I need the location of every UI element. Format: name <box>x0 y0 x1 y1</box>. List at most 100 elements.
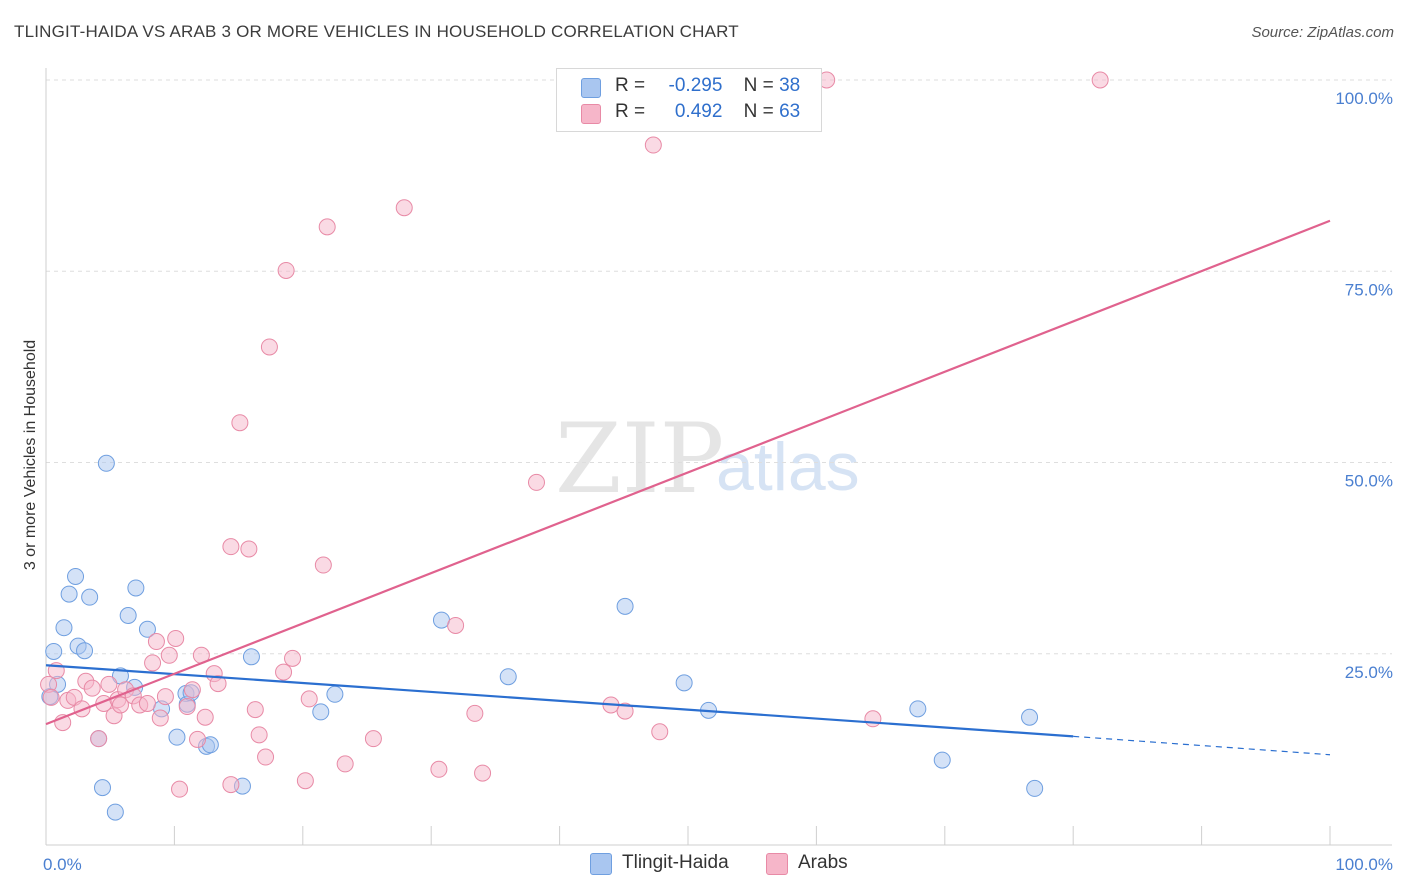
data-point <box>644 136 662 154</box>
data-point <box>466 704 484 722</box>
trend-line <box>45 219 1331 726</box>
data-point <box>1091 71 1109 89</box>
data-point <box>178 698 196 716</box>
legend-n-label: N = <box>743 101 774 122</box>
data-point <box>246 701 264 719</box>
trend-line-extension <box>1073 735 1331 756</box>
data-point <box>119 607 137 624</box>
data-point <box>90 730 108 748</box>
data-point <box>60 585 78 603</box>
data-point <box>651 723 669 741</box>
watermark-zip: ZIP <box>555 403 724 515</box>
data-point <box>527 473 545 491</box>
axes <box>45 68 1392 846</box>
data-point <box>106 803 124 821</box>
legend-swatch-arabs <box>766 853 788 875</box>
data-point <box>156 688 174 706</box>
chart-title: TLINGIT-HAIDA VS ARAB 3 OR MORE VEHICLES… <box>14 22 739 41</box>
data-point <box>183 681 201 699</box>
data-point <box>277 261 295 279</box>
legend-r-label: R = <box>615 75 646 96</box>
legend-n-label: N = <box>743 75 774 96</box>
data-point <box>284 649 302 667</box>
x-tick-label: 0.0% <box>43 855 82 874</box>
data-point <box>395 199 413 217</box>
legend-swatch-tlingit-haida <box>581 78 601 98</box>
data-point <box>97 454 115 472</box>
data-point <box>147 633 165 651</box>
data-point <box>196 708 214 726</box>
chart-source: Source: ZipAtlas.com <box>1251 24 1394 41</box>
data-point <box>326 685 344 703</box>
data-point <box>1021 708 1039 726</box>
data-point <box>300 690 318 708</box>
data-point <box>314 556 332 574</box>
data-point <box>144 654 162 672</box>
y-tick-label: 50.0% <box>1345 472 1393 491</box>
data-point <box>296 772 314 790</box>
data-point <box>55 619 73 637</box>
data-point <box>909 700 927 718</box>
stats-legend: R = -0.295 N = 38 R = 0.492 N = 63 <box>556 68 822 132</box>
data-point <box>127 579 145 597</box>
data-point <box>616 597 634 615</box>
legend-swatch-arabs <box>581 104 601 124</box>
legend-label: Arabs <box>798 852 848 873</box>
series-tlingit-haida <box>41 454 1044 821</box>
data-point <box>138 694 156 712</box>
data-point <box>76 642 94 660</box>
data-point <box>240 540 258 558</box>
data-point <box>81 588 99 606</box>
legend-r-label: R = <box>615 101 646 122</box>
legend-r-value: -0.295 <box>668 75 723 96</box>
data-point <box>675 674 693 692</box>
data-point <box>209 675 227 693</box>
tick-labels: 25.0% 50.0% 75.0% 100.0% 0.0% 100.0% <box>43 89 1393 874</box>
data-point <box>275 663 293 681</box>
legend-label: Tlingit-Haida <box>622 852 729 873</box>
data-point <box>260 338 278 356</box>
y-tick-label: 25.0% <box>1345 663 1393 682</box>
y-tick-label: 75.0% <box>1345 280 1393 299</box>
data-point <box>83 679 101 697</box>
data-point <box>250 726 268 744</box>
legend-n-value: 38 <box>779 75 801 96</box>
data-point <box>100 675 118 693</box>
data-point <box>430 760 448 778</box>
data-point <box>42 688 60 706</box>
data-point <box>499 668 517 686</box>
data-point <box>864 710 882 728</box>
legend-swatch-tlingit-haida <box>590 853 612 875</box>
trend-lines <box>45 219 1331 756</box>
data-point <box>160 646 178 664</box>
watermark: ZIP atlas <box>555 403 860 515</box>
data-point <box>447 616 465 634</box>
watermark-atlas: atlas <box>716 429 860 505</box>
trend-line <box>45 664 1074 738</box>
data-point <box>151 709 169 727</box>
gridlines <box>46 79 1392 655</box>
data-point <box>616 702 634 720</box>
data-point <box>168 728 186 746</box>
data-point <box>336 755 354 773</box>
data-point <box>189 730 207 748</box>
data-point <box>171 780 189 798</box>
data-point <box>364 730 382 748</box>
data-point <box>138 620 156 638</box>
data-point <box>933 751 951 769</box>
y-axis-label: 3 or more Vehicles in Household <box>22 340 39 570</box>
data-point <box>242 648 260 666</box>
data-point <box>432 611 450 629</box>
x-tick-label: 100.0% <box>1335 855 1393 874</box>
legend-text: R = -0.295 N = 38 <box>615 75 800 97</box>
data-point <box>1026 779 1044 797</box>
data-point <box>167 629 185 647</box>
legend-n-value: 63 <box>779 101 801 122</box>
data-point <box>231 414 249 432</box>
data-point <box>257 748 275 766</box>
legend-text: R = 0.492 N = 63 <box>615 101 800 123</box>
data-point <box>222 776 240 794</box>
data-point <box>73 700 91 718</box>
y-tick-label: 100.0% <box>1335 89 1393 108</box>
